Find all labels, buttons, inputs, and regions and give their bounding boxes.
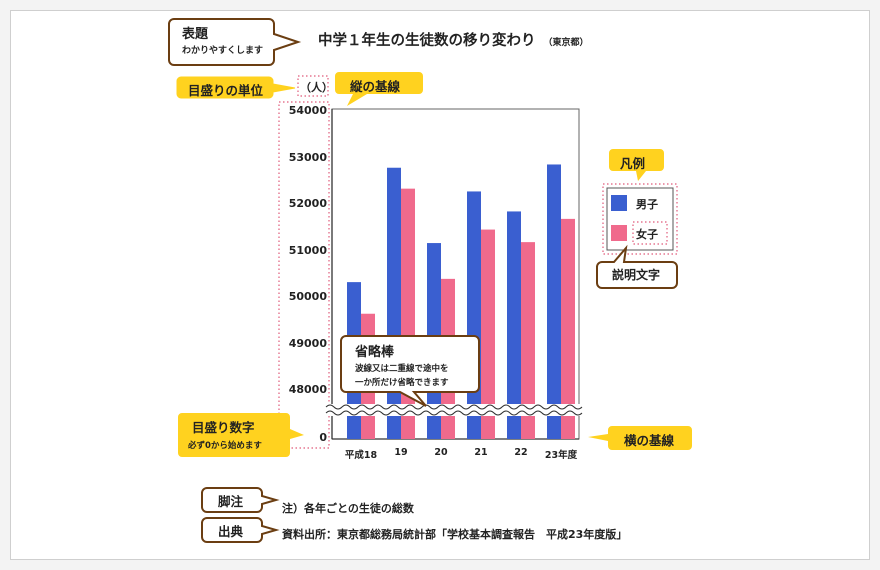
unit-label: （人） [300, 81, 333, 94]
callout-vaxis-shape [335, 72, 423, 106]
callout-legendtext-shape [596, 244, 678, 289]
x-tick-label: 23年度 [544, 450, 578, 461]
bar-male-3 [467, 191, 481, 439]
callout-source-label: 出典 [218, 524, 244, 539]
callout-haxis-shape [588, 426, 692, 450]
bar-male-1 [387, 167, 401, 440]
callout-legend-label: 凡例 [620, 156, 646, 171]
x-tick-label: 20 [434, 447, 448, 458]
callout-title-shape [168, 18, 302, 66]
chart-title-text: 中学１年生の生徒数の移り変わり [318, 33, 536, 49]
x-tick-label: 22 [514, 447, 528, 458]
callout-omit-sub2: 一か所だけ省略できます [355, 378, 449, 388]
bar-female-4 [521, 242, 535, 439]
callout-source-shape [201, 517, 280, 543]
callout-omit-sub1: 波線又は二重線で途中を [355, 364, 449, 374]
bar-male-4 [507, 211, 521, 439]
x-tick-label: 21 [474, 447, 488, 458]
y-tick-label: 53000 [288, 150, 327, 164]
legend-text-dotted [632, 221, 668, 245]
source-text: 資料出所：東京都総務局統計部「学校基本調査報告 平成23年度版」 [282, 528, 628, 541]
legend-swatch-female [611, 225, 627, 241]
y-tick-label: 48000 [288, 383, 327, 396]
callout-unit-shape [176, 76, 296, 99]
bar-female-3 [481, 229, 495, 439]
y-tick-label: 50000 [288, 290, 327, 303]
bar-female-5 [561, 218, 575, 439]
callout-scalenum-shape [178, 413, 304, 457]
legend-label-male: 男子 [636, 198, 658, 211]
legend-dotted-box [602, 183, 678, 255]
callout-footnote-label: 脚注 [218, 494, 244, 509]
x-tick-label: 平成18 [344, 450, 378, 461]
unit-dotted-box [297, 75, 329, 97]
callout-title-label: 表題 [182, 27, 209, 42]
y-tick-label: 54000 [288, 104, 327, 117]
ytick-dotted-box [278, 101, 330, 449]
callout-legendtext-label: 説明文字 [612, 268, 661, 282]
callout-footnote-shape [201, 487, 280, 513]
x-tick-label: 19 [394, 447, 408, 458]
y-tick-label: 0 [319, 431, 327, 444]
callout-scalenum-sub: 必ず0から始めます [188, 441, 262, 451]
axis-break-mark [325, 404, 586, 416]
y-tick-label: 51000 [288, 243, 327, 257]
callout-vaxis-label: 縦の基線 [350, 79, 401, 94]
bar-male-5 [547, 164, 561, 439]
footnote-text: 注）各年ごとの生徒の総数 [282, 502, 414, 515]
legend-label-female: 女子 [636, 228, 658, 241]
callout-unit-label: 目盛りの単位 [188, 83, 264, 98]
y-tick-label: 52000 [288, 197, 327, 210]
bar-female-1 [401, 188, 415, 439]
legend-swatch-male [611, 195, 627, 211]
callout-omit-label: 省略棒 [355, 345, 395, 360]
callout-title-sub: わかりやすくします [182, 46, 264, 56]
y-tick-label: 49000 [288, 336, 327, 350]
callout-scalenum-label: 目盛り数字 [192, 420, 255, 435]
callout-legend-shape [609, 149, 664, 181]
chart-title-note: （東京都） [543, 38, 589, 48]
callout-haxis-label: 横の基線 [624, 433, 675, 448]
chart-title: 中学１年生の生徒数の移り変わり （東京都） [318, 29, 589, 50]
callout-omit-shape [340, 335, 480, 407]
